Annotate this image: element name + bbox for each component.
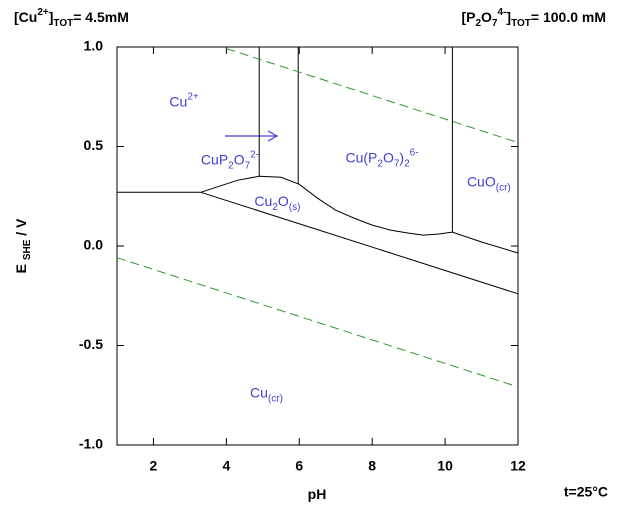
y-axis-label-part: / V bbox=[13, 218, 29, 240]
title-right-part: 2 bbox=[475, 18, 481, 29]
title-right-part: 7 bbox=[492, 18, 498, 29]
footnote: t=25°C bbox=[564, 484, 608, 500]
y-axis-label: E SHE / V bbox=[13, 218, 33, 273]
title-right-part: TOT bbox=[511, 18, 531, 29]
title-right-part: [P bbox=[461, 9, 475, 25]
title-right-part: O bbox=[481, 9, 492, 25]
title-right: [P2O74-]TOT= 100.0 mM bbox=[461, 7, 606, 29]
region-label-part: 2+ bbox=[187, 92, 199, 103]
region-label-part: 2- bbox=[250, 150, 259, 161]
x-axis-label-part: pH bbox=[308, 486, 327, 502]
region-label-part: ) bbox=[399, 149, 404, 165]
region-label-part: 7 bbox=[245, 161, 251, 172]
y-tick-label: 0.5 bbox=[84, 137, 104, 153]
region-label-part: 7 bbox=[394, 159, 400, 170]
x-tick-label: 10 bbox=[437, 458, 453, 474]
title-right-part: 4- bbox=[497, 7, 506, 18]
region-label: Cu(P2O7)26- bbox=[345, 148, 418, 170]
x-axis-label: pH bbox=[308, 486, 327, 502]
x-tick-label: 6 bbox=[295, 458, 303, 474]
region-label-part: O bbox=[383, 149, 394, 165]
arrow-head bbox=[267, 130, 279, 142]
x-tick-label: 4 bbox=[222, 458, 230, 474]
water-line bbox=[226, 48, 519, 143]
region-label-part: O bbox=[278, 193, 289, 209]
x-tick-label: 8 bbox=[368, 458, 376, 474]
region-label-part: O bbox=[234, 151, 245, 167]
region-label-part: CuP bbox=[201, 151, 228, 167]
region-label-part: 2 bbox=[228, 161, 234, 172]
title-left-part: = 4.5mM bbox=[73, 9, 129, 25]
region-label-part: (cr) bbox=[268, 393, 283, 404]
region-label: Cu2+ bbox=[169, 92, 198, 110]
region-label: CuP2O72- bbox=[201, 150, 259, 172]
x-tick-label: 2 bbox=[150, 458, 158, 474]
region-label-part: 6- bbox=[410, 148, 419, 159]
boundary-line bbox=[200, 175, 519, 254]
region-label-part: 2 bbox=[377, 159, 383, 170]
region-label: Cu2O(s) bbox=[254, 193, 300, 213]
water-line bbox=[116, 257, 519, 388]
title-right-part: = 100.0 mM bbox=[531, 9, 606, 25]
region-label: CuO(cr) bbox=[467, 173, 511, 193]
title-right-part: ] bbox=[506, 9, 511, 25]
region-label: Cu(cr) bbox=[250, 384, 283, 404]
region-label-part: (cr) bbox=[496, 182, 511, 193]
region-label-part: 2 bbox=[272, 202, 278, 213]
region-label-part: (s) bbox=[289, 202, 301, 213]
y-tick-label: 0.0 bbox=[84, 237, 104, 253]
region-label-part: Cu bbox=[254, 193, 272, 209]
y-axis-label-part: E bbox=[13, 260, 29, 273]
boundary-line bbox=[200, 191, 519, 295]
title-left-part: ] bbox=[49, 9, 54, 25]
title-left-part: TOT bbox=[53, 18, 73, 29]
title-left-part: 2+ bbox=[37, 7, 49, 18]
region-label-part: CuO bbox=[467, 173, 496, 189]
region-label-part: Cu bbox=[250, 384, 268, 400]
title-left-part: [Cu bbox=[14, 9, 37, 25]
region-label-part: Cu(P bbox=[345, 149, 377, 165]
title-left: [Cu2+]TOT= 4.5mM bbox=[14, 7, 129, 29]
region-label-part: 2 bbox=[404, 159, 410, 170]
region-label-part: Cu bbox=[169, 93, 187, 109]
y-tick-label: 1.0 bbox=[84, 38, 104, 54]
x-tick-label: 12 bbox=[510, 458, 526, 474]
y-axis-label-part: SHE bbox=[22, 239, 33, 260]
y-tick-label: -1.0 bbox=[79, 436, 103, 452]
y-tick-label: -0.5 bbox=[79, 336, 103, 352]
